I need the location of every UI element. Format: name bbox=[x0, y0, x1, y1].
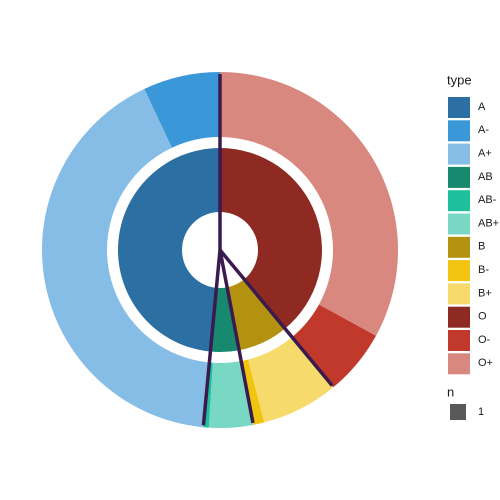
slice bbox=[220, 72, 399, 336]
legend-key bbox=[448, 260, 470, 282]
legend-label: AB+ bbox=[478, 217, 499, 229]
legend-key bbox=[448, 283, 470, 305]
size-legend-title: n bbox=[447, 384, 454, 399]
slice bbox=[241, 359, 265, 425]
legend-key bbox=[448, 97, 470, 118]
slice bbox=[292, 304, 376, 388]
legend-label: AB bbox=[478, 171, 493, 183]
divider bbox=[218, 248, 334, 387]
size-key bbox=[450, 404, 466, 420]
legend-key bbox=[448, 143, 470, 165]
slice bbox=[117, 148, 220, 352]
divider bbox=[218, 249, 255, 424]
legend-label: A bbox=[478, 101, 486, 113]
divider bbox=[201, 249, 222, 426]
size-label: 1 bbox=[478, 406, 484, 418]
legend-key bbox=[448, 213, 470, 235]
legend-label: O+ bbox=[478, 357, 493, 369]
legend-label: B bbox=[478, 241, 485, 253]
slice bbox=[220, 148, 322, 329]
legend-key bbox=[448, 236, 470, 258]
slice bbox=[248, 337, 334, 423]
legend-key bbox=[448, 120, 470, 142]
legend-key bbox=[448, 190, 470, 212]
legend-label: O bbox=[478, 311, 487, 323]
legend-key bbox=[448, 330, 470, 351]
slice bbox=[208, 360, 254, 428]
slice bbox=[42, 88, 210, 428]
legend-title: type bbox=[447, 72, 472, 87]
slice bbox=[144, 72, 220, 148]
legend-label: AB- bbox=[478, 194, 497, 206]
legend-label: B- bbox=[478, 264, 489, 276]
legend-label: A- bbox=[478, 124, 489, 136]
legend-label: A+ bbox=[478, 148, 492, 160]
legend-key bbox=[448, 353, 470, 375]
legend-label: O- bbox=[478, 334, 491, 346]
legend-key bbox=[448, 306, 470, 328]
slice bbox=[227, 279, 286, 351]
slice bbox=[210, 287, 240, 353]
legend-key bbox=[448, 166, 470, 188]
legend-label: B+ bbox=[478, 287, 492, 299]
